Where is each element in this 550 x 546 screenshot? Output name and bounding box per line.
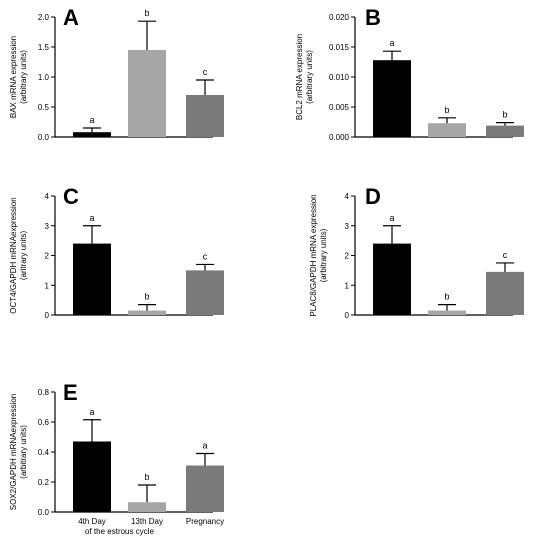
y-tick-label: 0.0 [38, 133, 50, 142]
significance-letter: a [202, 441, 207, 451]
y-tick-label: 4 [345, 192, 350, 201]
bar [428, 310, 466, 315]
y-tick-label: 2 [45, 252, 50, 261]
bar [486, 271, 524, 315]
y-tick-label: 0.5 [38, 103, 50, 112]
y-axis-label: PLAC8/GAPDH mRNA expression [309, 194, 318, 316]
panel-b: B 0.000 0.005 0.010 0.015 0.020 BCL2 mRNA expr… [295, 5, 524, 142]
y-tick-label: 1 [45, 281, 50, 290]
y-tick-label: 2.0 [38, 13, 50, 22]
panel-d: D 0 1 2 3 4 PLAC8/GAPDH mRNA expression (arbitr… [309, 184, 524, 320]
panel-letter: B [365, 5, 381, 30]
y-tick-label: 1 [345, 281, 350, 290]
panel-e: E 0.0 0.2 0.4 0.6 0.8 SOX2/GAPDH mRNAexpressio… [9, 380, 224, 536]
panel-letter: D [365, 184, 381, 209]
significance-letter: a [389, 213, 394, 223]
y-tick-label: 0.8 [38, 388, 50, 397]
panel-letter: C [63, 184, 79, 209]
bar [73, 243, 111, 315]
significance-letter: c [203, 67, 208, 77]
significance-letter: b [502, 110, 507, 120]
bar [186, 270, 224, 315]
bar [486, 125, 524, 137]
y-tick-label: 3 [45, 222, 50, 231]
y-tick-label: 0.4 [38, 448, 50, 457]
bar [186, 95, 224, 137]
y-tick-label: 0.020 [329, 13, 350, 22]
y-tick-label: 0.005 [329, 103, 350, 112]
x-group-label: of the estrous cycle [85, 527, 154, 536]
significance-letter: b [144, 472, 149, 482]
y-tick-label: 0.2 [38, 478, 50, 487]
bar [128, 310, 166, 315]
y-axis-label: (aritrary units) [19, 230, 28, 280]
y-axis-label: (arbitrary units) [19, 425, 28, 479]
bar [373, 60, 411, 138]
significance-letter: b [144, 292, 149, 302]
y-tick-label: 0.000 [329, 133, 350, 142]
y-tick-label: 0.010 [329, 73, 350, 82]
y-tick-label: 1.0 [38, 73, 50, 82]
y-tick-label: 4 [45, 192, 50, 201]
y-tick-label: 2 [345, 252, 350, 261]
bar [186, 465, 224, 512]
y-axis-label: SOX2/GAPDH mRNAexpression [9, 394, 18, 510]
y-axis-label: BAX mRNA expression [9, 36, 18, 118]
bar [73, 441, 111, 512]
bar [128, 502, 166, 512]
y-axis-label: (arbitrary units) [305, 50, 314, 104]
significance-letter: b [444, 292, 449, 302]
x-tick-label: Pregnancy [186, 517, 224, 526]
y-tick-label: 0.0 [38, 508, 50, 517]
significance-letter: a [89, 115, 94, 125]
y-axis-label: OCT4/GAPDH mRNAexpression [9, 197, 18, 313]
panel-letter: A [63, 5, 79, 30]
significance-letter: a [89, 213, 94, 223]
significance-letter: a [389, 38, 394, 48]
significance-letter: c [503, 250, 508, 260]
panel-c: C 0 1 2 3 4 OCT4/GAPDH mRNAexpression (aritrary… [9, 184, 224, 320]
y-tick-label: 3 [345, 222, 350, 231]
bar [373, 243, 411, 315]
y-axis-label: (arbitrary units) [319, 228, 328, 282]
panel-a: A 0.0 0.5 1.0 1.5 2.0 BAX mRNA expression (arbi… [9, 5, 224, 142]
bar [428, 123, 466, 137]
significance-letter: b [444, 105, 449, 115]
y-axis-label: BCL2 mRNA expression [295, 34, 304, 120]
bar [128, 50, 166, 137]
x-tick-label: 13th Day [131, 517, 163, 526]
y-tick-label: 0 [345, 311, 350, 320]
panel-letter: E [63, 380, 78, 405]
x-tick-label: 4th Day [78, 517, 106, 526]
significance-letter: b [144, 8, 149, 18]
y-tick-label: 0.015 [329, 43, 350, 52]
y-tick-label: 0 [45, 311, 50, 320]
y-tick-label: 0.6 [38, 418, 50, 427]
significance-letter: a [89, 407, 94, 417]
bar [73, 132, 111, 137]
significance-letter: c [203, 251, 208, 261]
y-axis-label: (arbitrary units) [19, 50, 28, 104]
y-tick-label: 1.5 [38, 43, 50, 52]
